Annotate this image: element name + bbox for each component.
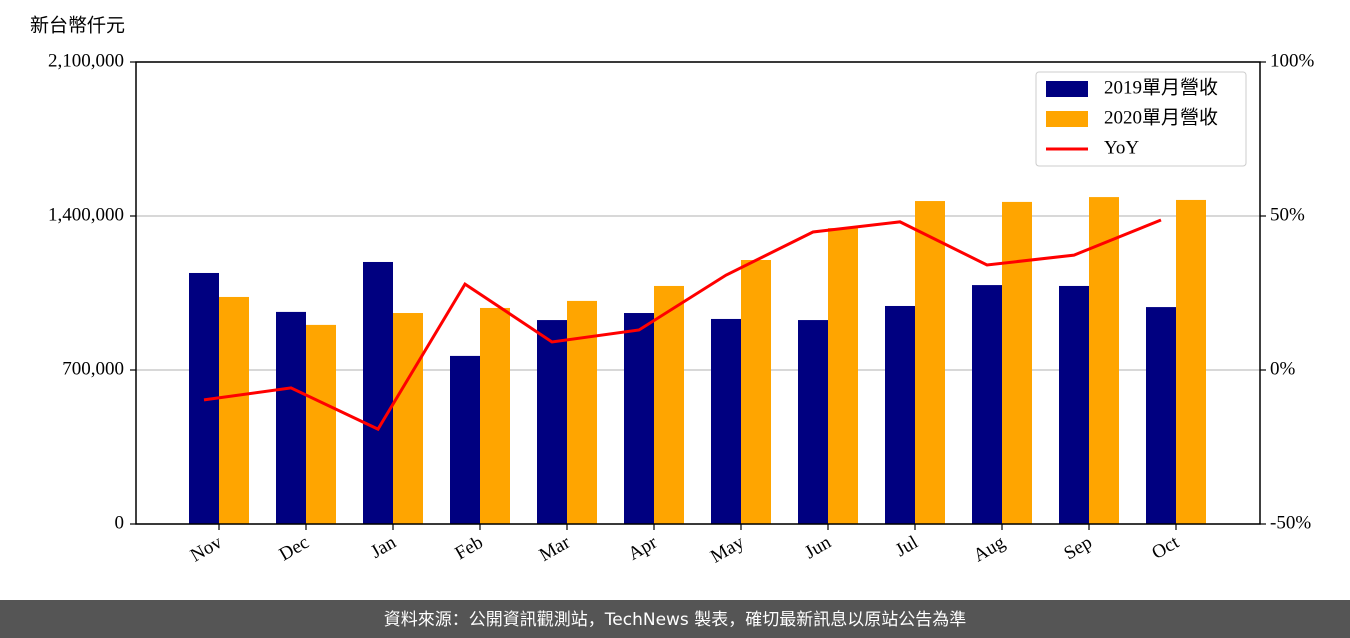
x-tick-label: Dec [276,532,313,565]
y2-tick-label: 0% [1270,358,1296,379]
y2-tick-label: 100% [1270,50,1315,71]
x-tick-label: Jun [801,532,835,564]
bar [915,201,945,525]
x-tick-label: Aug [970,532,1009,567]
legend-swatch [1046,111,1088,127]
x-tick-label: Jan [367,532,400,563]
bar [1059,285,1089,524]
legend-label: 2020單月營收 [1104,106,1218,128]
bar [276,311,306,524]
y-tick-label: 0 [115,512,125,533]
legend-box [1035,71,1247,167]
y-axis-unit: 新台幣仟元 [30,14,125,36]
bar [1089,197,1119,524]
bar [567,300,597,524]
x-tick-label: Jul [892,532,922,561]
bar [1176,199,1206,524]
x-tick-label: Feb [451,532,486,564]
y-tick-label: 700,000 [62,358,124,379]
footer-band [0,600,1350,638]
bar [741,260,771,524]
x-tick-label: Oct [1148,532,1183,564]
legend-label: YoY [1104,137,1139,158]
y-tick-label: 1,400,000 [48,204,124,225]
x-tick-label: Nov [187,532,226,567]
y2-tick-label: -50% [1270,512,1311,533]
bar [1146,307,1176,524]
bar [828,228,858,524]
plot-frame [135,61,1261,525]
bar [624,313,654,524]
line [203,218,1162,432]
footer-text: 資料來源：公開資訊觀測站，TechNews 製表，確切最新訊息以原站公告為準 [384,610,966,630]
bar [1002,201,1032,525]
bar [363,261,393,524]
y-tick-label: 2,100,000 [48,50,124,71]
bar [480,307,510,524]
bar [393,313,423,524]
x-tick-label: Apr [625,532,662,565]
bar [537,320,567,524]
legend-label: 2019單月營收 [1104,76,1218,98]
bar [306,324,336,524]
bar [450,355,480,524]
bar [972,285,1002,524]
y2-tick-label: 50% [1270,204,1305,225]
legend-swatch [1046,81,1088,97]
x-tick-label: Sep [1060,532,1095,564]
bar [654,285,684,524]
bar [219,296,249,524]
bar [711,318,741,524]
bar [885,305,915,524]
x-tick-label: Mar [536,532,574,566]
x-tick-label: May [707,532,748,568]
bar [798,320,828,524]
